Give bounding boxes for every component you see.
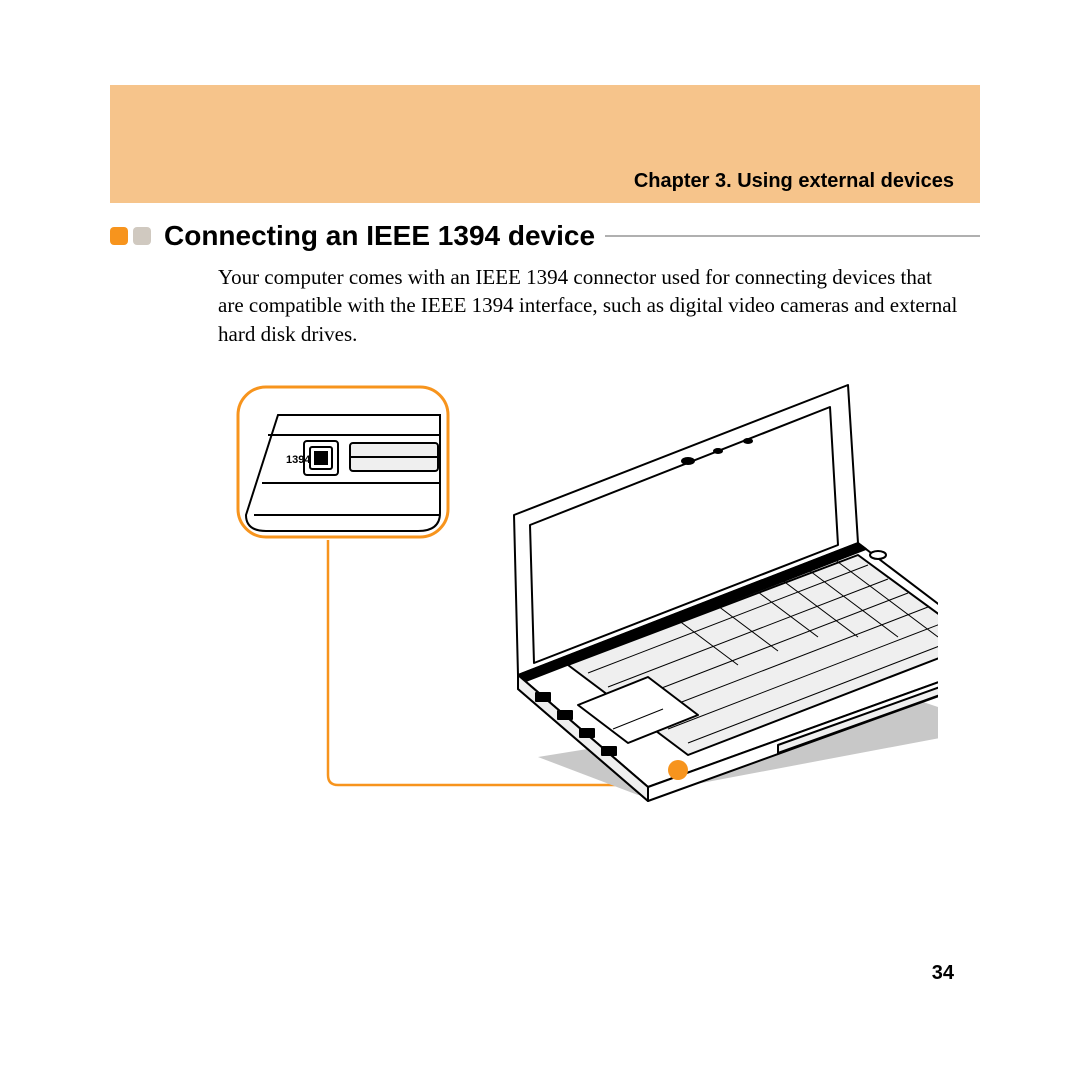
port-highlight-icon: [668, 760, 688, 780]
manual-page: Chapter 3. Using external devices Connec…: [110, 85, 980, 995]
heading-rule: [605, 235, 980, 237]
bullet-icon: [133, 227, 151, 245]
port-label: 1394: [286, 454, 311, 466]
chapter-header-band: Chapter 3. Using external devices: [110, 85, 980, 203]
laptop-illustration: [514, 385, 938, 801]
chapter-label: Chapter 3. Using external devices: [634, 170, 954, 193]
page-number: 34: [932, 962, 954, 985]
bullet-icon: [110, 227, 128, 245]
section-heading-row: Connecting an IEEE 1394 device: [110, 220, 980, 252]
ieee1394-callout: 1394: [238, 387, 448, 537]
ieee1394-figure: 1394: [218, 375, 938, 805]
section-title: Connecting an IEEE 1394 device: [164, 220, 595, 252]
body-paragraph: Your computer comes with an IEEE 1394 co…: [218, 263, 958, 348]
